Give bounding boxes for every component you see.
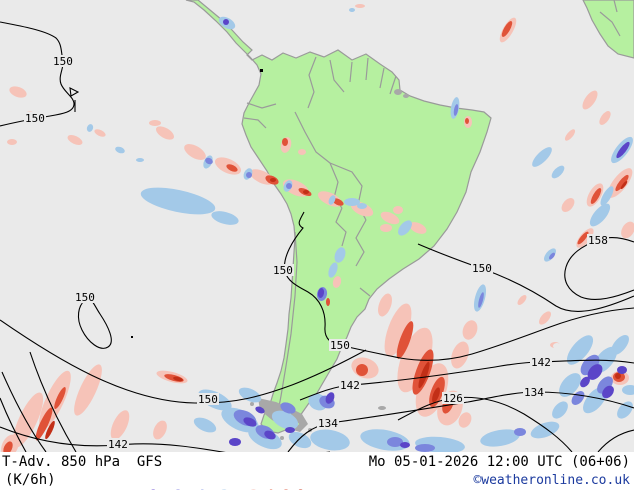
parameter-title: T-Adv. 850 hPa GFS [2,454,162,470]
legend-value: -4 [188,488,205,490]
valid-datetime: Mo 05-01-2026 12:00 UTC (06+06) [368,454,630,470]
cold-advection-strong [223,19,630,448]
contour-label: 142 [530,356,552,369]
advection-gap [553,343,561,349]
contour-label: 150 [52,55,74,68]
svg-text:134: 134 [524,386,544,399]
contour-label: 142 [107,438,129,451]
contour-label: 142 [339,379,361,392]
svg-text:150: 150 [472,262,492,275]
contour-label: 126 [442,392,464,405]
weather-map-svg: 150 150 150 150 150 150 150 158 142 142 … [0,0,634,452]
svg-text:150: 150 [330,339,350,352]
svg-text:134: 134 [318,417,338,430]
legend-value: 8 [296,488,304,490]
svg-text:142: 142 [531,356,551,369]
svg-text:126: 126 [443,392,463,405]
legend-value: -2 [212,488,229,490]
svg-text:150: 150 [53,55,73,68]
country-borders [243,0,621,413]
contour-label: 150 [74,291,96,304]
contour-label: 150 [329,339,351,352]
contour-label: 150 [471,262,493,275]
model-label: GFS [136,454,163,470]
legend-value: 4 [265,488,273,490]
contour-label: 150 [197,393,219,406]
footer-bar: T-Adv. 850 hPa GFS Mo 05-01-2026 12:00 U… [0,452,634,490]
svg-text:150: 150 [198,393,218,406]
contour-label: 134 [317,417,339,430]
svg-text:150: 150 [273,264,293,277]
legend-value: 2 [250,488,258,490]
svg-text:150: 150 [75,291,95,304]
legend-value: 6 [281,488,289,490]
title-spacer [120,454,137,470]
map-area: 150 150 150 150 150 150 150 158 142 142 … [0,0,634,452]
africa-landmass [582,0,634,59]
svg-text:150: 150 [25,112,45,125]
contour-label: 150 [24,112,46,125]
contour-label: 134 [523,386,545,399]
svg-text:158: 158 [588,234,608,247]
contour-label: 150 [272,264,294,277]
color-legend: -8 -6 -4 -2 2 4 6 8 [90,472,312,490]
point-markers [131,69,263,338]
legend-value: -6 [164,488,181,490]
legend-unit: (K/6h) [5,472,56,488]
copyright-link[interactable]: ©weatheronline.co.uk [473,473,630,488]
svg-text:142: 142 [108,438,128,451]
legend-value: -8 [141,488,158,490]
svg-text:142: 142 [340,379,360,392]
contour-label: 158 [587,234,609,247]
contour-labels: 150 150 150 150 150 150 150 158 142 142 … [24,55,609,451]
parameter-label: T-Adv. 850 hPa [2,454,121,470]
warm-advection-strong [45,178,628,440]
